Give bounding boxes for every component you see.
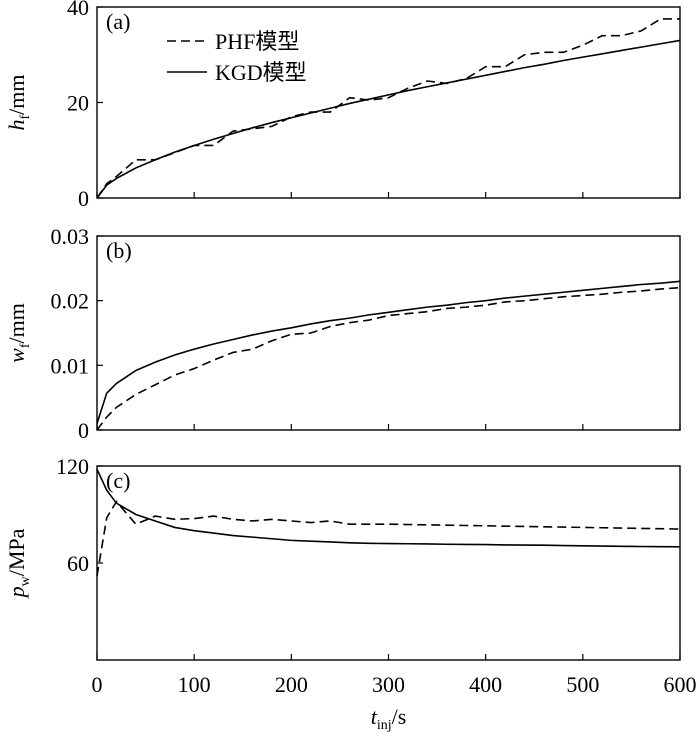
y-axis-label-main: w — [4, 348, 29, 363]
y-axis-label-main: p — [4, 586, 29, 599]
x-tick-label: 500 — [566, 672, 599, 697]
y-tick-label: 0.01 — [51, 353, 90, 378]
y-axis-label-sub: f — [18, 343, 33, 348]
x-tick-label: 200 — [275, 672, 308, 697]
y-tick-label: 0 — [78, 418, 89, 443]
x-tick-label: 0 — [92, 672, 103, 697]
series-line — [96, 286, 681, 431]
series-line — [96, 39, 681, 199]
y-tick-label: 60 — [67, 551, 89, 576]
series-line — [96, 18, 680, 199]
x-axis-label-rest: /s — [392, 704, 407, 729]
plot-frame — [96, 235, 681, 431]
y-tick-label: 40 — [67, 0, 89, 20]
series-line — [96, 468, 681, 548]
plot-frame — [96, 6, 681, 199]
panel-label: (a) — [106, 9, 130, 34]
x-tick-label: 100 — [178, 672, 211, 697]
series-line — [96, 280, 681, 424]
panel-label: (c) — [106, 468, 130, 493]
y-axis-label-sub: f — [18, 115, 33, 120]
legend-label: PHF模型 — [215, 29, 299, 54]
y-axis-label-rest: /mm — [4, 74, 29, 114]
y-tick-label: 20 — [67, 91, 89, 116]
y-tick-label: 120 — [56, 454, 89, 479]
y-tick-label: 0 — [78, 186, 89, 211]
legend-label: KGD模型 — [215, 60, 307, 85]
x-axis-label-sub: inj — [377, 718, 392, 733]
y-axis-label-sub: w — [18, 575, 33, 586]
series-line — [96, 500, 681, 577]
y-axis-label-rest: /MPa — [4, 528, 29, 576]
x-tick-label: 400 — [469, 672, 502, 697]
y-tick-label: 0.02 — [51, 289, 90, 314]
x-axis-label: tinj/s — [371, 704, 407, 733]
y-axis-label: wf/mm — [4, 303, 33, 363]
y-axis-label-main: h — [4, 120, 29, 131]
y-axis-label-rest: /mm — [4, 303, 29, 343]
x-tick-label: 600 — [664, 672, 697, 697]
y-tick-label: 0.03 — [51, 224, 90, 249]
plot-frame — [96, 465, 681, 661]
y-axis-label: hf/mm — [4, 74, 33, 130]
x-tick-label: 300 — [372, 672, 405, 697]
y-axis-label: pw/MPa — [4, 528, 33, 599]
x-axis-label-main: t — [371, 704, 378, 729]
panel-label: (b) — [106, 238, 132, 263]
